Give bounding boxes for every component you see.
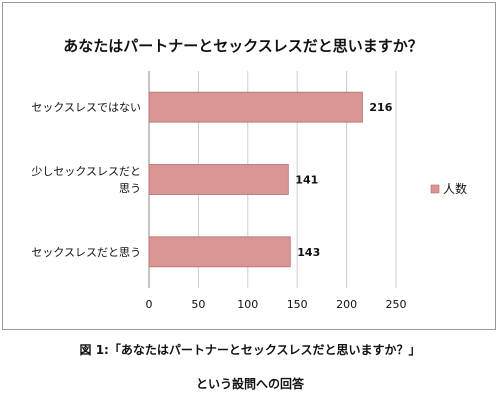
category-label: 思う <box>119 182 141 195</box>
bar <box>148 164 289 195</box>
bar-chart: あなたはパートナーとセックスレスだと思いますか？ 0 50 100 150 200 250… <box>31 37 467 311</box>
x-tick-label: 0 <box>146 298 153 311</box>
category-label: 少しセックスレスだと <box>31 165 141 178</box>
data-label: 216 <box>369 101 392 114</box>
data-label: 141 <box>295 174 318 187</box>
legend: 人数 <box>430 181 467 196</box>
category-label: セックスレスだと思う <box>31 246 141 259</box>
figure-caption: 図 1:「あなたはパートナーとセックスレスだと思いますか？」 <box>79 343 421 357</box>
x-tick-label: 100 <box>237 298 258 311</box>
bar <box>148 236 291 268</box>
x-tick-label: 250 <box>386 298 407 311</box>
legend-swatch <box>430 184 440 194</box>
x-tick-label: 150 <box>287 298 308 311</box>
chart-title: あなたはパートナーとセックスレスだと思いますか？ <box>63 37 423 55</box>
category-label: セックスレスではない <box>31 101 141 114</box>
data-label: 143 <box>297 246 320 259</box>
figure-caption-subtitle: という設問への回答 <box>195 377 304 391</box>
x-tick-label: 50 <box>191 298 205 311</box>
plot-area: 0 50 100 150 200 250 216 セックスレスではない 141 少しセックスレスだ… <box>31 71 407 311</box>
x-tick-label: 200 <box>336 298 357 311</box>
legend-label: 人数 <box>443 181 467 196</box>
bar <box>148 91 363 123</box>
chart-area: あなたはパートナーとセックスレスだと思いますか？ 0 50 100 150 200 250… <box>2 2 496 330</box>
